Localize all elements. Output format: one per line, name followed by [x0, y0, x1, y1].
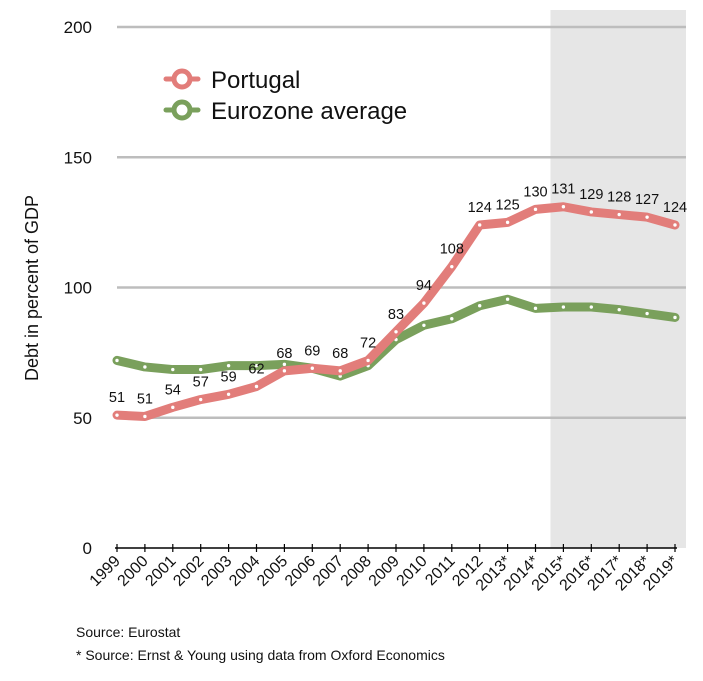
x-tick-label: 2008 — [338, 553, 375, 590]
data-point — [561, 305, 566, 309]
data-point — [143, 365, 147, 369]
data-label: 124 — [468, 200, 492, 216]
data-point — [589, 210, 593, 214]
y-tick-label: 200 — [64, 18, 92, 37]
data-point — [589, 305, 593, 309]
data-point — [422, 323, 426, 327]
x-axis: 1999200020012002200320042005200620072008… — [87, 544, 682, 594]
data-point — [282, 362, 287, 367]
x-tick-label: 1999 — [87, 553, 124, 590]
x-tick-label: 2007 — [310, 553, 347, 590]
data-point — [673, 223, 677, 227]
x-tick-label: 2010 — [394, 553, 431, 590]
data-point — [617, 307, 621, 312]
x-tick-label: 2006 — [282, 553, 319, 590]
data-point — [338, 369, 342, 373]
data-point — [450, 317, 454, 321]
data-point — [310, 366, 314, 370]
data-point — [171, 405, 175, 410]
data-label: 129 — [579, 187, 603, 203]
data-point — [282, 369, 287, 373]
legend: Portugal Eurozone average — [163, 67, 407, 125]
data-point — [645, 311, 649, 316]
data-label: 69 — [304, 343, 320, 359]
data-point — [199, 367, 203, 372]
series-lines — [112, 202, 680, 421]
data-point — [115, 413, 119, 417]
data-point — [143, 414, 147, 419]
source-note: Source: Eurostat — [76, 624, 181, 640]
x-tick-label: 2001 — [142, 553, 179, 590]
x-tick-label: 2000 — [115, 553, 152, 590]
data-point — [254, 384, 259, 389]
data-label: 51 — [109, 390, 125, 406]
data-label: 83 — [388, 307, 404, 323]
y-axis-title: Debt in percent of GDP — [22, 195, 42, 381]
data-point — [226, 363, 231, 368]
data-label: 128 — [607, 190, 631, 206]
data-point — [617, 212, 621, 217]
x-tick-label: 2011 — [422, 553, 458, 589]
data-point — [478, 304, 482, 308]
x-tick-label: 2005 — [254, 553, 291, 590]
legend-marker — [171, 68, 193, 90]
data-point — [115, 358, 119, 363]
data-label: 130 — [523, 184, 547, 200]
y-tick-label: 0 — [83, 539, 92, 558]
data-point — [171, 367, 175, 372]
data-point — [394, 330, 398, 334]
data-label: 125 — [495, 197, 519, 213]
y-tick-label: 100 — [64, 279, 92, 298]
y-axis-ticks: 0 50 100 150 200 — [64, 18, 92, 558]
legend-label: Portugal — [211, 67, 300, 94]
data-label: 68 — [276, 346, 292, 362]
x-tick-label: 2004 — [226, 553, 263, 590]
data-label: 108 — [440, 242, 464, 258]
x-tick-label: 2009 — [366, 553, 403, 590]
data-label: 72 — [360, 335, 376, 351]
data-label: 62 — [248, 361, 264, 377]
legend-label: Eurozone average — [211, 98, 407, 125]
source-note-forecast: * Source: Ernst & Young using data from … — [76, 647, 445, 663]
data-label: 68 — [332, 346, 348, 362]
x-tick-label: 2003 — [198, 553, 235, 590]
data-point — [450, 264, 454, 269]
x-tick-label: 2002 — [170, 553, 207, 590]
data-point — [645, 215, 649, 219]
data-label: 57 — [193, 375, 209, 391]
data-point — [561, 205, 566, 209]
data-label: 51 — [137, 391, 153, 407]
data-label: 59 — [221, 369, 237, 385]
legend-marker — [171, 99, 193, 121]
data-point — [366, 358, 370, 363]
data-label: 54 — [165, 382, 181, 398]
gridlines — [117, 25, 686, 419]
y-tick-label: 50 — [73, 409, 92, 428]
data-label: 94 — [416, 278, 432, 294]
data-point — [505, 297, 510, 301]
data-point — [533, 306, 538, 311]
data-point — [673, 315, 677, 320]
data-label: 131 — [551, 182, 575, 198]
forecast-shading — [550, 10, 686, 548]
data-point — [254, 363, 259, 368]
y-tick-label: 150 — [64, 148, 92, 167]
data-point — [226, 392, 231, 397]
data-point — [422, 301, 426, 305]
data-point — [199, 397, 203, 402]
data-point — [505, 220, 510, 225]
data-label: 124 — [663, 200, 687, 216]
data-label: 127 — [635, 192, 659, 208]
data-point — [533, 207, 538, 212]
data-point — [478, 223, 482, 227]
